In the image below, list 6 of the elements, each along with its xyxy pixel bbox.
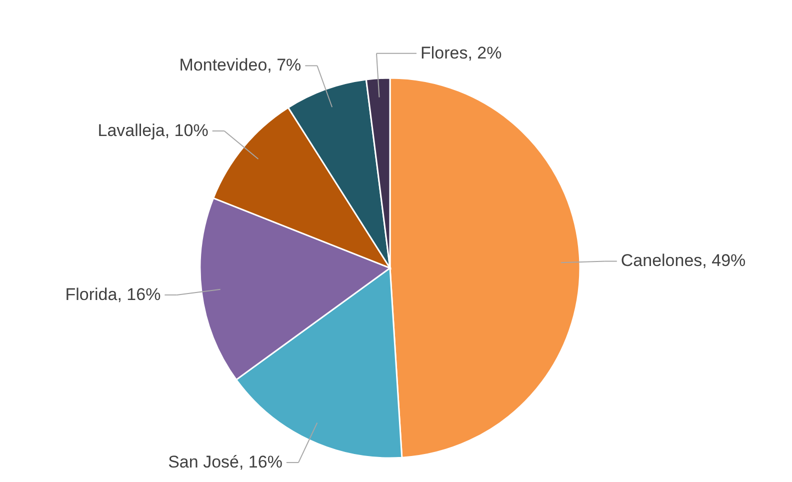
slice-label: Florida, 16%: [65, 284, 161, 304]
slice-label: Flores, 2%: [420, 43, 502, 62]
slice-label: Montevideo, 7%: [179, 56, 302, 75]
slice-label: Canelones, 49%: [620, 251, 746, 270]
slice-label: Lavalleja, 10%: [98, 120, 208, 140]
slice-label: San José, 16%: [168, 452, 282, 472]
